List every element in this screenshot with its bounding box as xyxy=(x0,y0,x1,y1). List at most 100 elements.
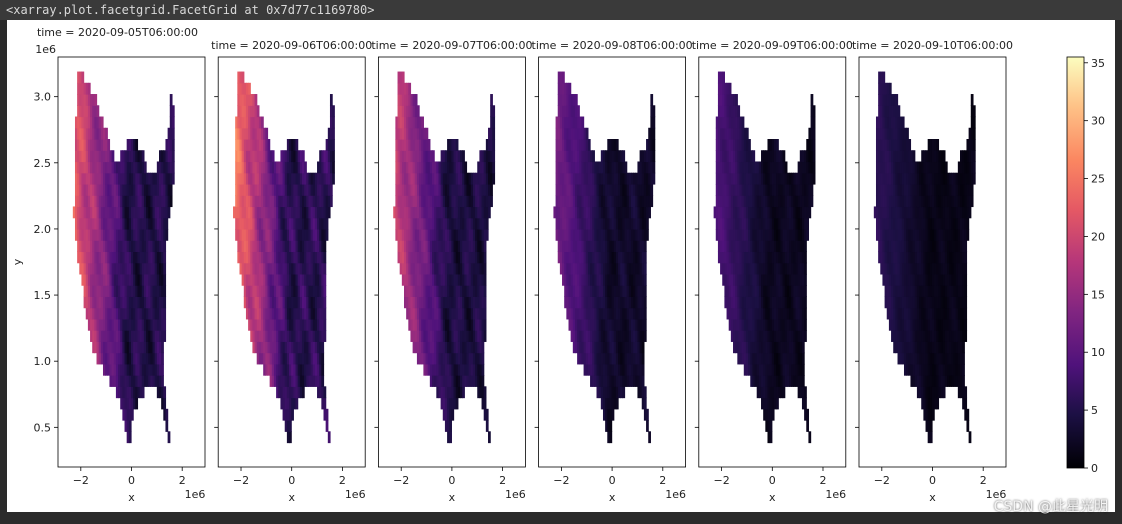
heatmap-cell xyxy=(241,273,245,286)
heatmap-cell xyxy=(590,330,593,342)
heatmap-cell xyxy=(600,397,604,410)
heatmap-cell xyxy=(579,183,583,196)
heatmap-cell xyxy=(250,307,254,320)
heatmap-cell xyxy=(421,318,424,331)
heatmap-cell xyxy=(241,71,245,84)
heatmap-cell xyxy=(715,150,719,163)
heatmap-cell xyxy=(118,296,121,309)
heatmap-cell xyxy=(784,262,788,275)
heatmap-cell xyxy=(308,172,312,185)
heatmap-cell xyxy=(557,172,561,185)
heatmap-cell xyxy=(248,285,251,297)
heatmap-cell xyxy=(786,352,790,365)
heatmap-cell xyxy=(574,94,578,106)
heatmap-cell xyxy=(806,161,810,174)
heatmap-cell xyxy=(118,386,121,399)
heatmap-cell xyxy=(120,296,123,309)
heatmap-cell xyxy=(301,172,305,185)
heatmap-cell xyxy=(323,150,327,163)
heatmap-cell xyxy=(470,318,474,331)
heatmap-cell xyxy=(319,262,322,275)
heatmap-cell xyxy=(291,363,294,376)
heatmap-cell xyxy=(273,240,277,253)
heatmap-cell xyxy=(261,262,264,275)
heatmap-cell xyxy=(444,273,448,286)
heatmap-cell xyxy=(135,341,139,354)
heatmap-cell xyxy=(429,217,433,230)
heatmap-cell xyxy=(799,251,803,264)
heatmap-cell xyxy=(429,206,433,219)
heatmap-cell xyxy=(310,240,314,253)
heatmap-cell xyxy=(470,228,474,241)
heatmap-cell xyxy=(148,240,151,253)
heatmap-cell xyxy=(878,150,881,163)
heatmap-cell xyxy=(113,262,117,275)
heatmap-cell xyxy=(592,273,595,286)
heatmap-cell xyxy=(470,341,474,354)
heatmap-cell xyxy=(286,330,290,342)
heatmap-cell xyxy=(577,273,580,286)
heatmap-cell xyxy=(154,285,158,297)
heatmap-cell xyxy=(639,363,643,376)
heatmap-cell xyxy=(633,251,636,264)
heatmap-cell xyxy=(577,285,580,297)
heatmap-cell xyxy=(475,217,478,230)
heatmap-cell xyxy=(414,330,418,342)
heatmap-cell xyxy=(460,183,463,196)
heatmap-cell xyxy=(726,251,730,264)
heatmap-cell xyxy=(143,217,147,230)
heatmap-cell xyxy=(399,228,403,241)
heatmap-cell xyxy=(284,217,288,230)
heatmap-cell xyxy=(284,296,288,309)
heatmap-cell xyxy=(327,139,331,151)
heatmap-cell xyxy=(587,363,591,376)
heatmap-cell xyxy=(258,307,262,320)
heatmap-cell xyxy=(159,183,162,196)
heatmap-cell xyxy=(776,183,779,196)
heatmap-cell xyxy=(399,217,403,230)
heatmap-cell xyxy=(557,94,561,106)
heatmap-cell xyxy=(607,330,611,342)
heatmap-cell xyxy=(453,183,457,196)
heatmap-cell xyxy=(605,341,608,354)
heatmap-cell xyxy=(321,228,325,241)
heatmap-cell xyxy=(462,341,465,354)
heatmap-cell xyxy=(425,307,429,320)
heatmap-cell xyxy=(761,217,764,230)
heatmap-cell xyxy=(626,206,630,219)
heatmap-cell xyxy=(466,330,470,342)
heatmap-cell xyxy=(447,206,450,219)
heatmap-cell xyxy=(148,217,151,230)
heatmap-cell xyxy=(769,240,773,253)
heatmap-cell xyxy=(269,352,273,365)
heatmap-cell xyxy=(609,330,613,342)
heatmap-cell xyxy=(77,161,80,174)
heatmap-cell xyxy=(784,296,788,309)
heatmap-cell xyxy=(895,330,899,342)
heatmap-cell xyxy=(135,352,139,365)
heatmap-cell xyxy=(404,94,407,106)
heatmap-cell xyxy=(776,217,779,230)
heatmap-cell xyxy=(408,82,412,95)
heatmap-cell xyxy=(115,352,119,365)
heatmap-cell xyxy=(457,386,461,399)
heatmap-cell xyxy=(299,251,303,264)
heatmap-cell xyxy=(717,116,721,129)
heatmap-cell xyxy=(297,307,301,320)
heatmap-cell xyxy=(568,318,572,331)
heatmap-cell xyxy=(126,341,130,354)
heatmap-cell xyxy=(416,273,420,286)
heatmap-cell xyxy=(156,363,160,376)
heatmap-cell xyxy=(416,341,420,354)
heatmap-cell xyxy=(804,228,807,241)
heatmap-cell xyxy=(156,172,160,185)
heatmap-cell xyxy=(895,296,899,309)
heatmap-cell xyxy=(460,251,463,264)
heatmap-cell xyxy=(102,307,106,320)
heatmap-cell xyxy=(457,195,461,208)
heatmap-cell xyxy=(765,183,769,196)
heatmap-cell xyxy=(421,183,424,196)
heatmap-cell xyxy=(765,386,769,399)
heatmap-cell xyxy=(797,341,801,354)
heatmap-cell xyxy=(782,307,786,320)
